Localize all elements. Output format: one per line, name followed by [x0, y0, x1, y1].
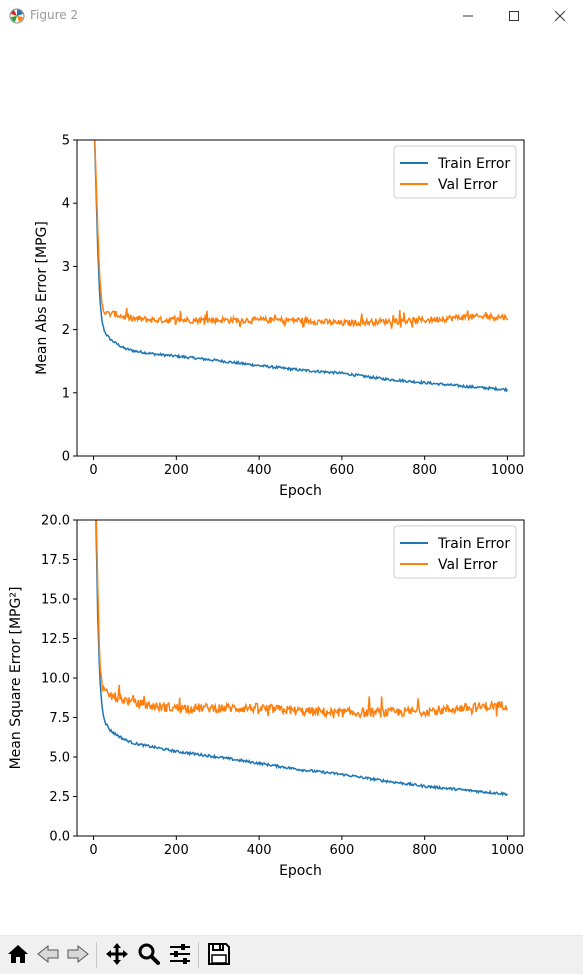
maximize-icon — [509, 10, 519, 21]
y-tick-label: 15.0 — [41, 593, 70, 608]
forward-icon — [67, 944, 89, 964]
back-icon — [37, 944, 59, 964]
legend-label: Val Error — [438, 177, 498, 193]
toolbar-separator — [198, 942, 199, 968]
y-tick-label: 1 — [62, 386, 70, 401]
maximize-button[interactable] — [491, 0, 537, 31]
window-title: Figure 2 — [30, 8, 79, 22]
x-tick-label: 400 — [247, 463, 272, 478]
axes-2: 0 200 400 600 800 1000 0.0 2.5 5.0 7.5 10.0 12.5 15.… — [8, 514, 525, 879]
x-tick-label: 1000 — [491, 463, 524, 478]
y-axis-label: Mean Abs Error [MPG] — [34, 221, 50, 375]
y-tick-label: 2.5 — [49, 790, 70, 805]
back-button[interactable] — [33, 939, 63, 969]
x-axis-label: Epoch — [279, 483, 322, 499]
axes-frame — [76, 139, 525, 457]
axes-1: 0 200 400 600 800 1000 0 1 2 3 4 5 Epoch Mean Abs Err… — [34, 134, 525, 499]
x-tick-label: 600 — [329, 463, 354, 478]
legend-label: Train Error — [437, 156, 510, 172]
y-tick-label: 20.0 — [41, 514, 70, 529]
x-tick-label: 800 — [412, 843, 437, 858]
x-tick-label: 0 — [89, 843, 97, 858]
y-tick-label: 2 — [62, 323, 70, 338]
series-line-val-error — [94, 140, 509, 329]
minimize-button[interactable] — [445, 0, 491, 31]
y-tick-label: 12.5 — [41, 632, 70, 647]
x-tick-label: 1000 — [491, 843, 524, 858]
x-tick-label: 200 — [164, 463, 189, 478]
home-button[interactable] — [3, 939, 33, 969]
pan-button[interactable] — [102, 939, 132, 969]
window-titlebar: Figure 2 — [0, 0, 583, 31]
y-tick-label: 0 — [62, 450, 70, 465]
legend-label: Train Error — [437, 536, 510, 552]
navigation-toolbar — [0, 935, 583, 974]
y-tick-label: 5 — [62, 134, 70, 149]
configure-subplots-button[interactable] — [165, 939, 195, 969]
close-icon — [554, 10, 566, 21]
y-tick-label: 17.5 — [41, 553, 70, 568]
x-tick-label: 600 — [329, 843, 354, 858]
forward-button[interactable] — [63, 939, 93, 969]
x-tick-label: 800 — [412, 463, 437, 478]
zoom-button[interactable] — [134, 939, 164, 969]
configure-subplots-icon — [170, 944, 190, 964]
y-tick-label: 7.5 — [49, 711, 70, 726]
legend: Train Error Val Error — [393, 525, 517, 579]
series-line-val-error — [95, 520, 508, 720]
y-tick-label: 0.0 — [49, 830, 70, 845]
figure-svg: 0 200 400 600 800 1000 0 1 2 3 4 5 Epoch Mean Abs Err… — [8, 134, 525, 879]
x-tick-label: 200 — [164, 843, 189, 858]
save-icon — [208, 943, 230, 965]
pan-icon — [106, 943, 128, 965]
y-tick-label: 4 — [62, 197, 70, 212]
close-button[interactable] — [537, 0, 583, 31]
x-axis-label: Epoch — [279, 863, 322, 879]
figure-canvas[interactable]: 0 200 400 600 800 1000 0 1 2 3 4 5 Epoch Mean Abs Err… — [0, 31, 583, 935]
zoom-icon — [138, 943, 160, 965]
legend-label: Val Error — [438, 557, 498, 573]
legend: Train Error Val Error — [393, 145, 517, 199]
y-tick-label: 3 — [62, 260, 70, 275]
toolbar-separator — [96, 942, 97, 968]
series-line-train-error — [93, 140, 509, 393]
save-button[interactable] — [204, 939, 234, 969]
x-tick-label: 400 — [247, 843, 272, 858]
minimize-icon — [463, 15, 473, 16]
y-axis-label: Mean Square Error [MPG²] — [8, 587, 24, 770]
matplotlib-logo-icon — [9, 8, 25, 24]
home-icon — [8, 945, 28, 963]
y-tick-label: 5.0 — [49, 751, 70, 766]
x-tick-label: 0 — [89, 463, 97, 478]
y-tick-label: 10.0 — [41, 672, 70, 687]
series-line-train-error — [95, 520, 509, 797]
